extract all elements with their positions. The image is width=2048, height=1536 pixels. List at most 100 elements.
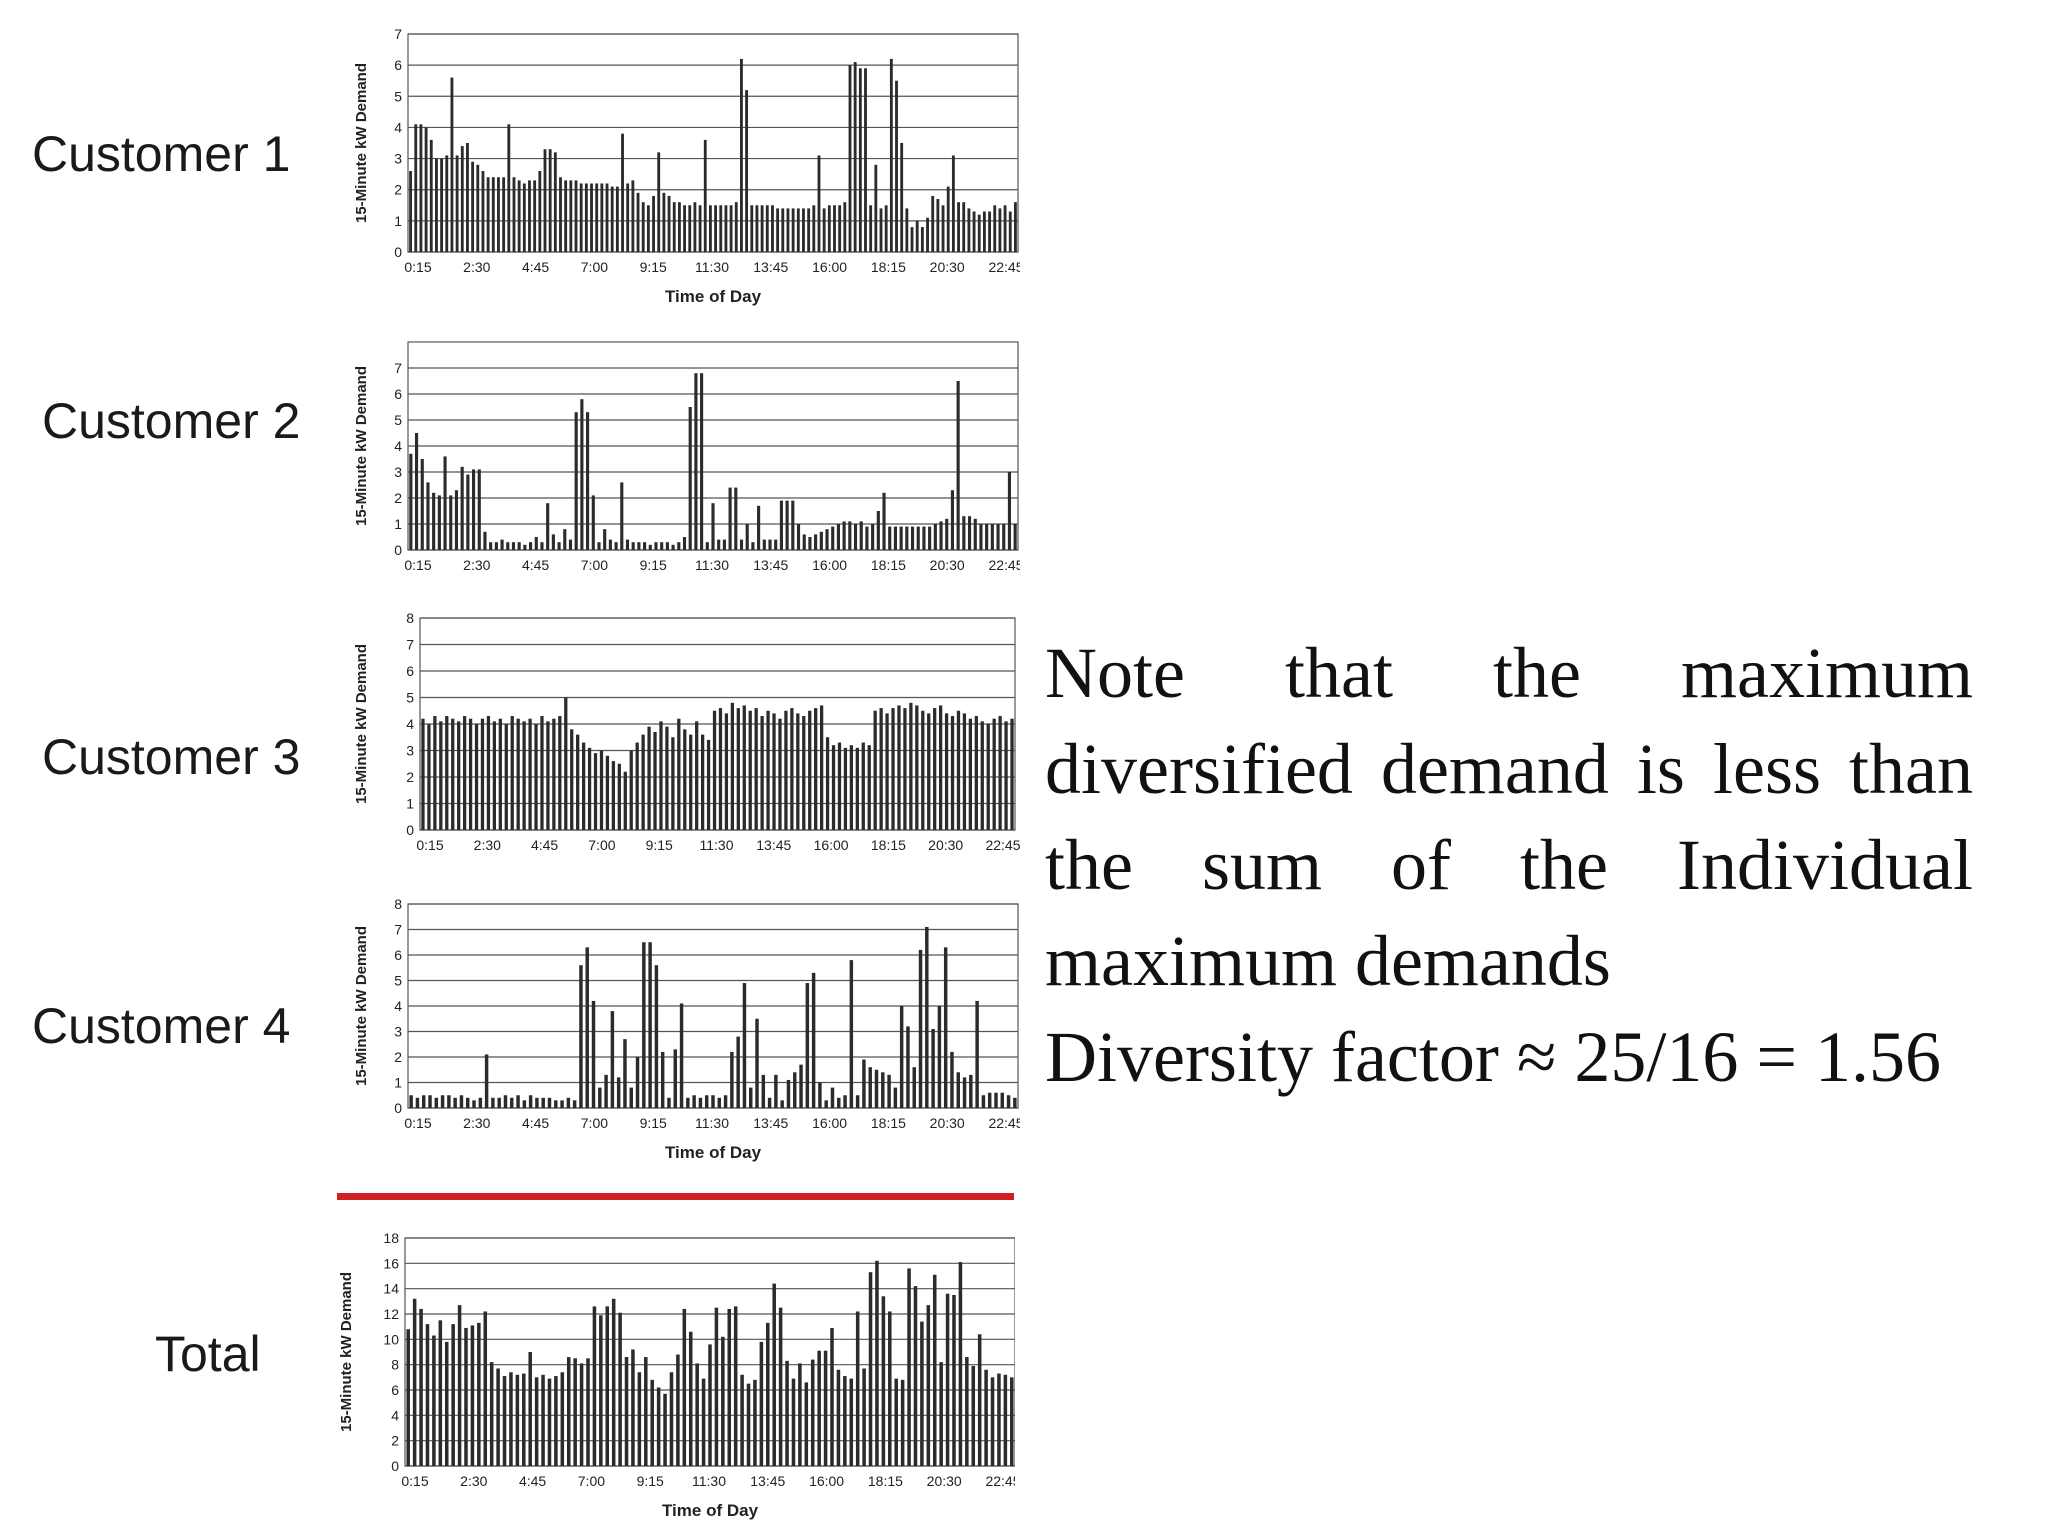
- bar: [654, 965, 659, 1108]
- bar: [950, 716, 955, 830]
- bar: [936, 199, 940, 252]
- bar: [791, 208, 795, 252]
- bar: [669, 1372, 674, 1466]
- bar: [774, 539, 778, 550]
- diversity-factor-text: Diversity factor ≈ 25/16 = 1.56: [1045, 1017, 1941, 1097]
- x-axis-title: Time of Day: [665, 287, 762, 306]
- bar: [876, 511, 880, 550]
- bar: [478, 1097, 483, 1108]
- y-tick-label: 3: [394, 464, 402, 480]
- bar: [652, 195, 655, 252]
- y-tick-label: 2: [406, 769, 414, 785]
- y-tick-label: 7: [394, 922, 402, 938]
- bar: [624, 1357, 629, 1466]
- bar: [729, 205, 733, 252]
- y-axis-title: 15-Minute kW Demand: [353, 644, 370, 804]
- bar: [973, 518, 977, 550]
- bar: [979, 524, 983, 550]
- y-tick-label: 0: [394, 244, 402, 260]
- bar: [874, 1069, 879, 1108]
- bar: [462, 716, 467, 830]
- y-tick-label: 8: [394, 896, 402, 912]
- y-tick-label: 1: [406, 796, 414, 812]
- y-tick-label: 1: [394, 516, 402, 532]
- bar: [497, 1097, 501, 1108]
- y-axis-title: 15-Minute kW Demand: [353, 63, 370, 223]
- bar: [657, 152, 661, 252]
- bar: [451, 718, 455, 830]
- bar: [822, 208, 826, 252]
- bar: [808, 537, 812, 550]
- bar: [920, 1321, 924, 1466]
- y-tick-label: 2: [394, 182, 402, 198]
- x-tick-label: 2:30: [463, 1115, 490, 1131]
- note-text-block: Note that the maximum diversified demand…: [1045, 625, 1973, 1105]
- bar: [586, 412, 590, 550]
- bar: [836, 524, 840, 550]
- bar: [406, 1329, 410, 1466]
- y-tick-label: 2: [391, 1433, 399, 1449]
- bar: [502, 177, 506, 252]
- bar: [796, 713, 800, 830]
- bar: [559, 177, 562, 252]
- y-tick-label: 4: [394, 438, 402, 454]
- bar: [642, 942, 646, 1108]
- x-tick-label: 13:45: [750, 1473, 785, 1489]
- bar: [728, 487, 732, 550]
- bar: [965, 1357, 969, 1466]
- bar: [496, 1368, 500, 1466]
- bar: [695, 1363, 699, 1466]
- bar: [435, 158, 438, 252]
- bar: [745, 90, 749, 252]
- bar: [629, 750, 633, 830]
- bar: [957, 202, 960, 252]
- bar: [753, 1379, 757, 1466]
- bar: [831, 745, 836, 830]
- bar: [916, 526, 920, 550]
- bar: [939, 521, 943, 550]
- bar: [700, 734, 705, 830]
- bar: [451, 1324, 455, 1466]
- bar: [909, 702, 913, 830]
- bar: [1003, 1374, 1008, 1466]
- bar: [906, 1026, 910, 1108]
- bar: [905, 526, 909, 550]
- bar: [415, 1097, 420, 1108]
- bar: [516, 718, 520, 830]
- bar: [1013, 1097, 1017, 1108]
- bar: [635, 1057, 640, 1108]
- bar: [905, 208, 909, 252]
- bar: [790, 708, 794, 830]
- bar: [474, 724, 479, 830]
- bar: [656, 1387, 661, 1466]
- bar: [466, 474, 470, 550]
- x-tick-label: 7:00: [581, 557, 608, 573]
- bar: [708, 1344, 712, 1466]
- bar: [677, 202, 681, 252]
- bar: [837, 742, 842, 830]
- x-tick-label: 9:15: [640, 557, 667, 573]
- bar: [629, 1087, 633, 1108]
- bar: [985, 524, 989, 550]
- bar: [611, 1298, 616, 1466]
- y-tick-label: 8: [406, 610, 414, 626]
- bar: [409, 453, 413, 550]
- bar: [825, 737, 830, 830]
- bar: [889, 58, 893, 252]
- bar: [853, 62, 857, 253]
- bar: [535, 1097, 539, 1108]
- bar: [823, 1350, 828, 1466]
- bar: [510, 1097, 514, 1108]
- bar: [748, 710, 752, 830]
- bar: [572, 1100, 577, 1108]
- y-tick-label: 6: [394, 57, 402, 73]
- bar: [862, 1059, 866, 1108]
- bar: [579, 965, 583, 1108]
- bar: [891, 708, 895, 830]
- bar: [903, 708, 907, 830]
- y-tick-label: 2: [394, 490, 402, 506]
- bar: [412, 1298, 417, 1466]
- bar: [855, 1095, 860, 1108]
- bar: [523, 544, 527, 550]
- bar: [529, 542, 533, 550]
